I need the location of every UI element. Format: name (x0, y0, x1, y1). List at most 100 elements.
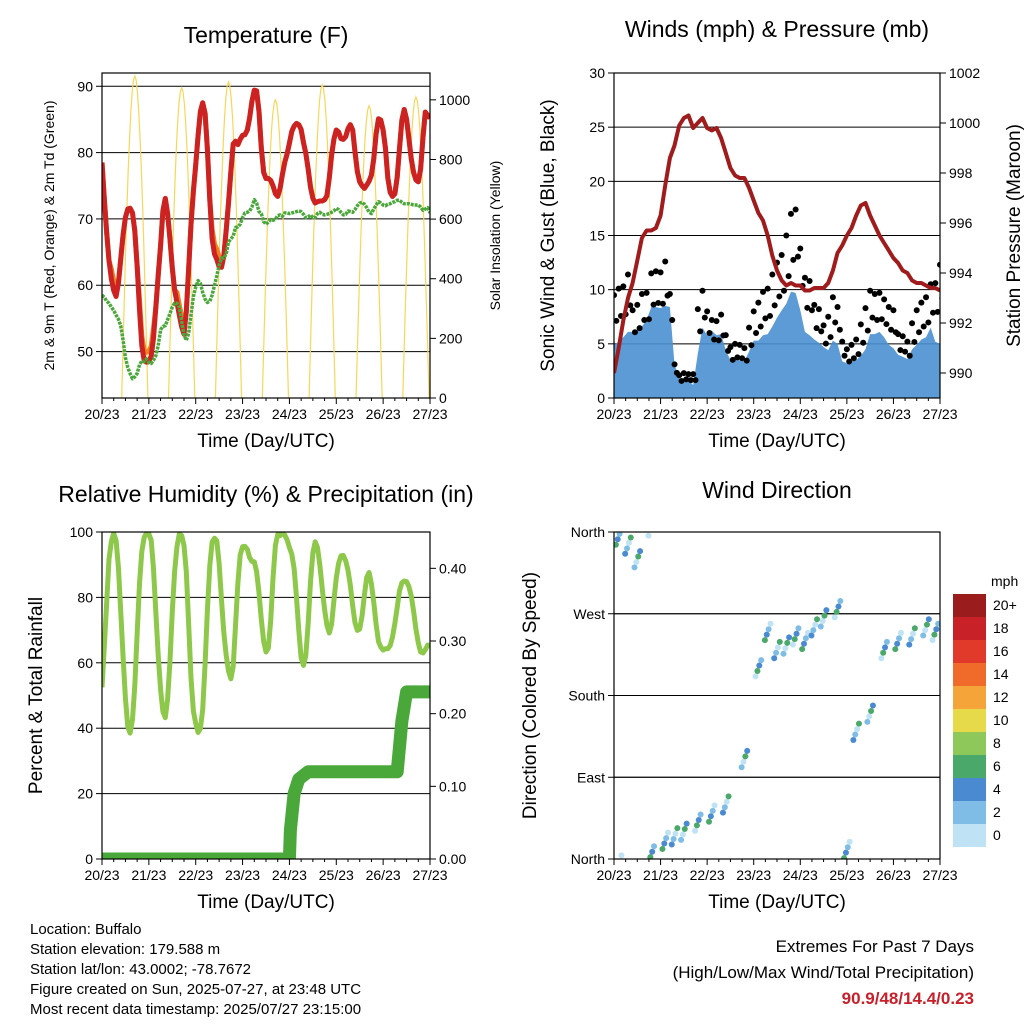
x-tick-label: 23/23 (736, 406, 771, 422)
gust-point (843, 346, 850, 353)
y2-tick-label: 1000 (439, 92, 470, 108)
wind-direction-point (647, 854, 654, 859)
legend-label: 16 (993, 643, 1009, 659)
plot-area (102, 532, 430, 859)
gust-point (937, 261, 940, 268)
x-tick-label: 25/23 (319, 867, 354, 883)
wind-direction-point (802, 635, 809, 642)
wind-direction-point (767, 620, 774, 627)
wind-direction-point (854, 726, 861, 733)
gust-point (780, 287, 787, 294)
wind-direction-point (882, 644, 889, 651)
y-tick-label: 25 (589, 119, 605, 135)
gust-point (659, 300, 666, 307)
wind-direction-point (651, 843, 658, 850)
y-tick-label: 15 (589, 228, 605, 244)
legend-swatch (953, 640, 986, 663)
gust-point (857, 321, 864, 328)
x-tick-label: 27/23 (412, 406, 447, 422)
gust-point (848, 341, 855, 348)
x-tick-label: 23/23 (736, 867, 771, 883)
wind-direction-point (678, 836, 685, 843)
gust-point (776, 293, 783, 300)
gust-point (760, 288, 767, 295)
chart-title: Temperature (F) (184, 22, 349, 48)
wind-direction-point (665, 829, 672, 836)
gust-point (680, 370, 687, 377)
gust-point (878, 316, 885, 323)
wind-direction-point (670, 836, 677, 843)
legend-label: 0 (993, 827, 1001, 843)
wind-direction-point (635, 553, 642, 560)
y2-axis-label: Solar Insolation (Yellow) (487, 161, 503, 311)
wind-direction-point (866, 713, 873, 720)
station-info: Location: Buffalo Station elevation: 179… (30, 920, 361, 1020)
gust-point (648, 270, 655, 277)
y2-tick-label: 996 (949, 215, 973, 231)
chart-title: Wind Direction (702, 477, 852, 503)
solar-insolation-line (450, 82, 476, 398)
wind-direction-point (810, 627, 817, 634)
legend-swatch (953, 663, 986, 686)
wind-direction-point (622, 550, 629, 557)
gust-point (906, 352, 913, 359)
y2-tick-label: 0.30 (439, 633, 466, 649)
gust-point (757, 323, 764, 330)
gust-point (822, 340, 829, 347)
wind-direction-point (814, 616, 821, 623)
gust-point (704, 308, 711, 315)
gust-point (876, 289, 883, 296)
wind-direction-point (911, 625, 918, 632)
recent-timestamp: Most recent data timestamp: 2025/07/27 2… (30, 1001, 362, 1018)
gust-point (711, 336, 718, 343)
gust-point (732, 340, 739, 347)
x-tick-label: 23/23 (225, 406, 260, 422)
gust-point (614, 317, 620, 324)
wind-direction-point (821, 612, 828, 619)
gust-point (685, 371, 692, 378)
gust-point (883, 321, 890, 328)
gust-point (804, 304, 811, 311)
station-latlon: Station lat/lon: 43.0002; -78.7672 (30, 961, 252, 978)
gust-point (806, 278, 813, 284)
wind-direction-point (752, 673, 759, 680)
wind-direction-point (817, 623, 824, 630)
gust-point (739, 355, 746, 362)
wind-direction-point (786, 634, 793, 641)
gust-point (902, 348, 909, 355)
gust-point (815, 306, 822, 313)
x-tick-label: 26/23 (876, 867, 911, 883)
gust-point (836, 326, 843, 333)
wind-direction-point (883, 638, 890, 645)
wind-direction-point (801, 640, 808, 647)
x-axis-label: Time (Day/UTC) (708, 431, 846, 452)
wind-direction-point (742, 753, 749, 760)
x-tick-label: 24/23 (783, 867, 818, 883)
wind-direction-point (771, 655, 778, 662)
extremes-box: Extremes For Past 7 Days (High/Low/Max W… (673, 934, 974, 1012)
station-elevation: Station elevation: 179.588 m (30, 941, 221, 958)
gust-point (885, 304, 892, 310)
wind-direction-point (725, 793, 732, 800)
gust-point (624, 271, 631, 278)
wind-direction-point (740, 758, 747, 765)
gust-point (881, 296, 888, 303)
wind-direction-point (756, 662, 763, 669)
gust-point (897, 347, 904, 354)
gust-point (923, 294, 930, 301)
legend-swatch (953, 801, 986, 824)
gust-point (755, 299, 762, 306)
gust-point (694, 306, 701, 313)
wind-direction-point (795, 625, 802, 632)
gust-point (869, 314, 876, 321)
gust-point (741, 345, 748, 352)
gust-point (645, 316, 652, 323)
gust-point (783, 232, 790, 239)
plot-area (102, 74, 476, 398)
gust-point (934, 308, 940, 315)
legend-label: 12 (993, 689, 1009, 705)
wind-speed-band (614, 291, 940, 398)
x-axis-label: Time (Day/UTC) (708, 892, 846, 913)
wind-direction-panel: Wind DirectionNorthEastSouthWestNorth20/… (520, 477, 958, 913)
